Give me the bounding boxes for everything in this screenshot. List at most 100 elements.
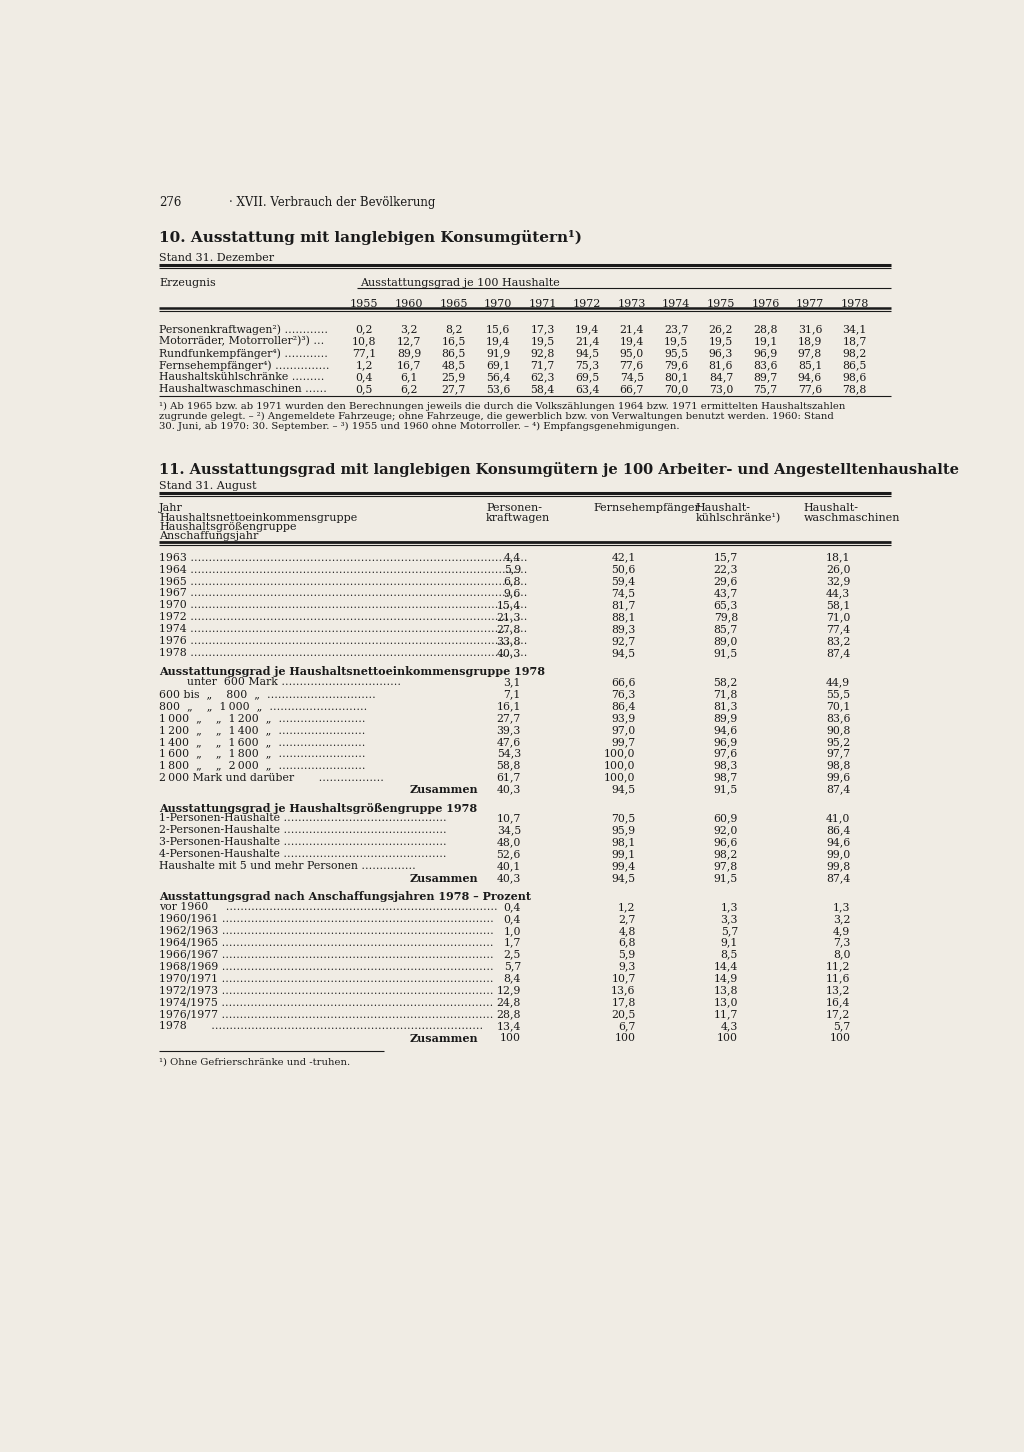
Text: 34,1: 34,1 xyxy=(843,324,866,334)
Text: 70,0: 70,0 xyxy=(665,385,688,393)
Text: 97,8: 97,8 xyxy=(798,348,822,359)
Text: Zusammen: Zusammen xyxy=(410,1034,478,1044)
Text: 14,9: 14,9 xyxy=(714,973,738,983)
Text: 24,8: 24,8 xyxy=(497,998,521,1008)
Text: 12,7: 12,7 xyxy=(396,337,421,347)
Text: 94,5: 94,5 xyxy=(575,348,599,359)
Text: Motorräder, Motorroller²)³) …: Motorräder, Motorroller²)³) … xyxy=(159,337,325,347)
Text: 2 000 Mark und darüber       ………………: 2 000 Mark und darüber ……………… xyxy=(159,772,384,783)
Text: 91,5: 91,5 xyxy=(714,784,738,794)
Text: 11,2: 11,2 xyxy=(825,961,850,971)
Text: 98,1: 98,1 xyxy=(611,838,636,847)
Text: 1974: 1974 xyxy=(663,299,690,309)
Text: 87,4: 87,4 xyxy=(826,648,850,658)
Text: 98,8: 98,8 xyxy=(826,761,850,771)
Text: 92,8: 92,8 xyxy=(530,348,555,359)
Text: 98,7: 98,7 xyxy=(714,772,738,783)
Text: vor 1960     …………………………………………………………………: vor 1960 ………………………………………………………………… xyxy=(159,902,498,912)
Text: 0,2: 0,2 xyxy=(355,324,373,334)
Text: 96,6: 96,6 xyxy=(714,838,738,847)
Text: 85,1: 85,1 xyxy=(798,360,822,370)
Text: 10,7: 10,7 xyxy=(611,973,636,983)
Text: 1955: 1955 xyxy=(350,299,379,309)
Text: Haushaltwaschmaschinen ……: Haushaltwaschmaschinen …… xyxy=(159,385,327,393)
Text: 6,2: 6,2 xyxy=(400,385,418,393)
Text: 4-Personen-Haushalte ………………………………………: 4-Personen-Haushalte ……………………………………… xyxy=(159,849,446,860)
Text: 9,3: 9,3 xyxy=(618,961,636,971)
Text: 0,4: 0,4 xyxy=(504,902,521,912)
Text: 75,7: 75,7 xyxy=(754,385,777,393)
Text: 99,8: 99,8 xyxy=(826,861,850,871)
Text: 1974/1975 …………………………………………………………………: 1974/1975 ………………………………………………………………… xyxy=(159,998,494,1008)
Text: 15,4: 15,4 xyxy=(497,601,521,610)
Text: 58,4: 58,4 xyxy=(530,385,555,393)
Text: 18,7: 18,7 xyxy=(843,337,866,347)
Text: 99,4: 99,4 xyxy=(611,861,636,871)
Text: 96,3: 96,3 xyxy=(709,348,733,359)
Text: Anschaffungsjahr: Anschaffungsjahr xyxy=(159,531,258,542)
Text: 70,1: 70,1 xyxy=(826,701,850,711)
Text: 1968/1969 …………………………………………………………………: 1968/1969 ………………………………………………………………… xyxy=(159,961,494,971)
Text: Erzeugnis: Erzeugnis xyxy=(159,279,216,287)
Text: 55,5: 55,5 xyxy=(826,690,850,698)
Text: 2,5: 2,5 xyxy=(504,950,521,960)
Text: 2-Personen-Haushalte ………………………………………: 2-Personen-Haushalte ……………………………………… xyxy=(159,825,446,835)
Text: 91,5: 91,5 xyxy=(714,873,738,883)
Text: 4,8: 4,8 xyxy=(618,926,636,935)
Text: 74,5: 74,5 xyxy=(620,372,644,382)
Text: 89,9: 89,9 xyxy=(714,713,738,723)
Text: ¹) Ohne Gefrierschränke und -truhen.: ¹) Ohne Gefrierschränke und -truhen. xyxy=(159,1057,350,1066)
Text: 1960/1961 …………………………………………………………………: 1960/1961 ………………………………………………………………… xyxy=(159,913,494,923)
Text: 99,1: 99,1 xyxy=(611,849,636,860)
Text: Zusammen: Zusammen xyxy=(410,784,478,796)
Text: 6,7: 6,7 xyxy=(618,1021,636,1031)
Text: Jahr: Jahr xyxy=(159,504,183,514)
Text: 83,6: 83,6 xyxy=(825,713,850,723)
Text: 17,3: 17,3 xyxy=(530,324,555,334)
Text: 50,6: 50,6 xyxy=(611,565,636,575)
Text: 86,4: 86,4 xyxy=(611,701,636,711)
Text: 88,1: 88,1 xyxy=(611,613,636,623)
Text: 99,0: 99,0 xyxy=(826,849,850,860)
Text: 4,9: 4,9 xyxy=(834,926,850,935)
Text: 30. Juni, ab 1970: 30. September. – ³) 1955 und 1960 ohne Motorroller. – ⁴) Empf: 30. Juni, ab 1970: 30. September. – ³) 1… xyxy=(159,421,680,431)
Text: 95,2: 95,2 xyxy=(826,736,850,746)
Text: 1965 …………………………………………………………………………………: 1965 ………………………………………………………………………………… xyxy=(159,576,527,587)
Text: 47,6: 47,6 xyxy=(497,736,521,746)
Text: 98,2: 98,2 xyxy=(714,849,738,860)
Text: 1965: 1965 xyxy=(439,299,468,309)
Text: 15,6: 15,6 xyxy=(485,324,510,334)
Text: 1975: 1975 xyxy=(707,299,735,309)
Text: 100,0: 100,0 xyxy=(604,761,636,771)
Text: 61,7: 61,7 xyxy=(497,772,521,783)
Text: 0,5: 0,5 xyxy=(355,385,373,393)
Text: Ausstattungsgrad je Haushaltsnettoeinkommensgruppe 1978: Ausstattungsgrad je Haushaltsnettoeinkom… xyxy=(159,666,545,677)
Text: kühlschränke¹): kühlschränke¹) xyxy=(695,513,780,523)
Text: 1976/1977 …………………………………………………………………: 1976/1977 ………………………………………………………………… xyxy=(159,1009,494,1019)
Text: 86,5: 86,5 xyxy=(843,360,866,370)
Text: Personen-: Personen- xyxy=(486,504,542,514)
Text: 1973: 1973 xyxy=(617,299,646,309)
Text: 83,6: 83,6 xyxy=(754,360,777,370)
Text: ¹) Ab 1965 bzw. ab 1971 wurden den Berechnungen jeweils die durch die Volkszählu: ¹) Ab 1965 bzw. ab 1971 wurden den Berec… xyxy=(159,402,846,411)
Text: Rundfunkempfänger⁴) …………: Rundfunkempfänger⁴) ………… xyxy=(159,348,328,359)
Text: 19,4: 19,4 xyxy=(620,337,644,347)
Text: Personenkraftwagen²) …………: Personenkraftwagen²) ………… xyxy=(159,324,328,335)
Text: 100: 100 xyxy=(829,1034,850,1043)
Text: 13,0: 13,0 xyxy=(714,998,738,1008)
Text: 99,6: 99,6 xyxy=(826,772,850,783)
Text: 16,7: 16,7 xyxy=(396,360,421,370)
Text: 74,5: 74,5 xyxy=(611,588,636,598)
Text: Fernsehempfänger: Fernsehempfänger xyxy=(593,504,699,514)
Text: 31,6: 31,6 xyxy=(798,324,822,334)
Text: 19,5: 19,5 xyxy=(709,337,733,347)
Text: 276: 276 xyxy=(159,196,181,209)
Text: 58,2: 58,2 xyxy=(714,677,738,687)
Text: 80,1: 80,1 xyxy=(664,372,688,382)
Text: 13,4: 13,4 xyxy=(497,1021,521,1031)
Text: kraftwagen: kraftwagen xyxy=(486,513,550,523)
Text: 1 200  „    „  1 400  „  ……………………: 1 200 „ „ 1 400 „ …………………… xyxy=(159,725,366,735)
Text: 94,5: 94,5 xyxy=(611,873,636,883)
Text: 70,5: 70,5 xyxy=(611,813,636,823)
Text: 1972 …………………………………………………………………………………: 1972 ………………………………………………………………………………… xyxy=(159,613,527,623)
